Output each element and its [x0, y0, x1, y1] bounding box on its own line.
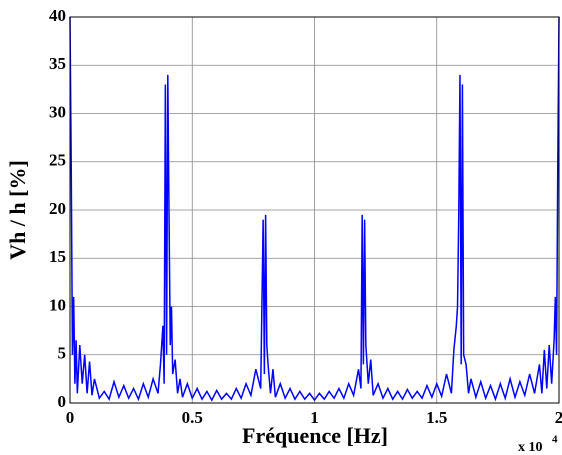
x-tick-label: 1.5 [426, 408, 447, 427]
y-tick-label: 10 [49, 295, 66, 314]
y-tick-label: 40 [49, 6, 66, 25]
x-multiplier-base: x 10 [518, 440, 543, 455]
x-multiplier-exponent: 4 [552, 434, 558, 446]
x-tick-label: 0 [66, 408, 75, 427]
y-tick-label: 5 [58, 344, 67, 363]
y-tick-label: 20 [49, 199, 66, 218]
x-axis-label: Fréquence [Hz] [242, 423, 388, 448]
y-tick-label: 15 [49, 247, 66, 266]
x-tick-label: 2 [555, 408, 562, 427]
y-tick-label: 0 [58, 392, 67, 411]
data-line [69, 16, 560, 402]
plot-frame [69, 16, 560, 404]
y-tick-label: 30 [49, 102, 66, 121]
x-tick-label: 0.5 [182, 408, 203, 427]
y-tick-label: 25 [49, 151, 66, 170]
y-axis-label: Vh / h [%] [5, 160, 30, 260]
y-tick-label: 35 [49, 54, 66, 73]
x-tick-label: 1 [310, 408, 319, 427]
